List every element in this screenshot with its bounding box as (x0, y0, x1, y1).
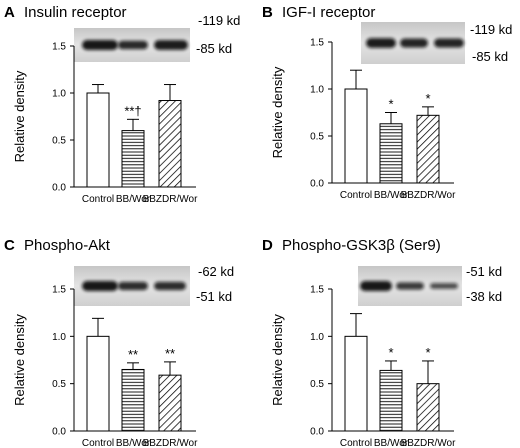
y-tick-label: 1.0 (52, 332, 66, 343)
blot-mw-label: -51 kd (196, 289, 232, 304)
panel-letter: C (4, 237, 15, 254)
blot-band-3 (154, 40, 188, 50)
panel-title: IGF-I receptor (282, 4, 375, 21)
y-tick-label: 1.5 (310, 38, 324, 49)
y-tick-label: 0.5 (52, 136, 66, 147)
panel-title: Phospho-GSK3β (Ser9) (282, 237, 441, 254)
x-tick-label: BBZDR/Wor (401, 190, 456, 201)
bar-bbwor (379, 123, 403, 184)
bar-control (86, 92, 110, 188)
bar-bbzdrwor (416, 114, 440, 184)
significance-marker: ** (128, 347, 138, 362)
blot-band-2 (400, 38, 428, 48)
y-tick-label: 1.0 (52, 89, 66, 100)
y-tick-label: 0.5 (52, 379, 66, 390)
x-tick-label: BB/Wor (116, 194, 151, 205)
blot-mw-label: -119 kd (198, 13, 240, 28)
y-axis-label: Relative density (12, 70, 27, 162)
x-tick-label: BBZDR/Wor (143, 194, 198, 205)
y-tick-label: 0.0 (310, 179, 324, 190)
blot-mw-label: -119 kd (470, 22, 512, 37)
panel-letter: D (262, 237, 273, 254)
panel-title: Phospho-Akt (24, 237, 111, 254)
bar-bbwor (379, 369, 403, 432)
blot-band-3 (154, 281, 186, 291)
blot-band-2 (118, 40, 148, 50)
x-tick-label: BB/Wor (116, 438, 151, 448)
y-tick-label: 0.0 (310, 427, 324, 438)
chart-panel-d: D Phospho-GSK3β (Ser9) -51 kd -38 kd 0.0 0.5 1… (262, 237, 502, 448)
blot-mw-label: -85 kd (196, 41, 232, 56)
blot-mw-label: -62 kd (198, 264, 234, 279)
significance-marker: * (425, 91, 430, 106)
y-tick-label: 0.5 (310, 379, 324, 390)
bar-control (344, 335, 368, 432)
bar-bbwor (121, 130, 145, 188)
blot-band-1 (82, 40, 118, 50)
significance-marker: ** (165, 346, 175, 361)
significance-marker: * (388, 97, 393, 112)
x-tick-label: Control (82, 194, 114, 205)
x-tick-label: BBZDR/Wor (401, 438, 456, 448)
y-tick-label: 1.0 (310, 332, 324, 343)
blot-mw-label: -85 kd (472, 49, 508, 64)
panel-letter: B (262, 4, 273, 21)
y-tick-label: 0.0 (52, 183, 66, 194)
bar-bbwor (121, 368, 145, 432)
bar-control (86, 335, 110, 432)
significance-marker: **† (124, 103, 141, 118)
blot-band-3 (434, 38, 464, 48)
x-tick-label: Control (340, 190, 372, 201)
blot-band-1 (82, 281, 118, 291)
x-tick-label: BB/Wor (374, 190, 409, 201)
bar-control (344, 88, 368, 184)
chart-panel-a: A Insulin receptor -119 kd -85 kd 0.0 0.5 1.0 1… (4, 4, 240, 205)
panel-title: Insulin receptor (24, 4, 127, 21)
bar-bbzdrwor (158, 374, 182, 432)
y-tick-label: 1.0 (310, 85, 324, 96)
y-tick-label: 0.5 (310, 132, 324, 143)
x-tick-label: Control (340, 438, 372, 448)
blot-mw-label: -38 kd (466, 289, 502, 304)
blot-band-3 (430, 283, 458, 289)
blot-band-1 (366, 38, 396, 48)
bar-bbzdrwor (416, 383, 440, 432)
blot-band-1 (360, 281, 392, 291)
y-tick-label: 1.5 (52, 285, 66, 296)
blot-band-2 (396, 282, 424, 290)
blot-mw-label: -51 kd (466, 264, 502, 279)
chart-panel-c: C Phospho-Akt -62 kd -51 kd 0.0 0.5 1.0 1.5 Rela… (4, 237, 234, 448)
x-tick-label: BB/Wor (374, 438, 409, 448)
y-tick-label: 0.0 (52, 427, 66, 438)
significance-marker: * (388, 345, 393, 360)
x-tick-label: BBZDR/Wor (143, 438, 198, 448)
panel-letter: A (4, 4, 15, 21)
significance-marker: * (425, 345, 430, 360)
y-axis-label: Relative density (270, 314, 285, 406)
y-axis-label: Relative density (12, 314, 27, 406)
y-tick-label: 1.5 (310, 285, 324, 296)
x-tick-label: Control (82, 438, 114, 448)
y-tick-label: 1.5 (52, 42, 66, 53)
bar-bbzdrwor (158, 100, 182, 188)
chart-panel-b: B IGF-I receptor -119 kd -85 kd 0.0 0.5 1.0 1.5… (262, 4, 512, 201)
blot-band-2 (118, 281, 148, 291)
y-axis-label: Relative density (270, 66, 285, 158)
